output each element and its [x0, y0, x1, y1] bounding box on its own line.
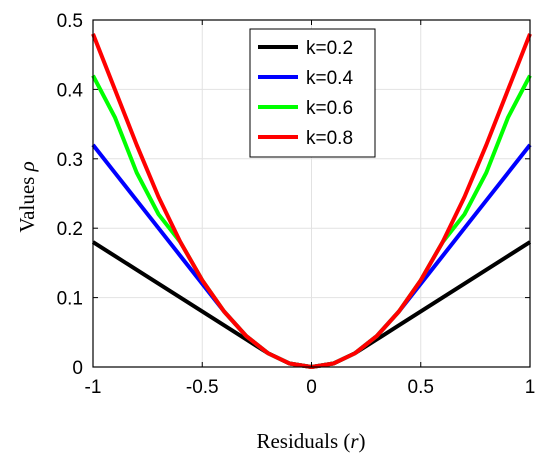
legend-label: k=0.6	[306, 98, 353, 119]
y-tick-label: 0.5	[57, 11, 83, 32]
axis-ticks: -1 -0.5 0 0.5 1 0 0.1 0.2 0.3 0.4 0.5	[57, 11, 536, 398]
y-tick-label: 0.3	[57, 150, 83, 171]
y-tick-label: 0.4	[57, 80, 84, 101]
y-axis-title-prefix: Values	[15, 171, 39, 232]
x-tick-label: 1	[525, 377, 536, 398]
x-axis-title-variable: r	[350, 429, 359, 453]
y-axis-title-variable: ρ	[15, 161, 39, 172]
x-tick-label: -1	[85, 377, 102, 398]
x-axis-title: Residuals (r)	[256, 429, 365, 453]
y-tick-label: 0.2	[57, 219, 83, 240]
x-axis-title-prefix: Residuals (	[256, 429, 350, 453]
x-tick-label: -0.5	[186, 377, 219, 398]
y-tick-label: 0.1	[57, 289, 83, 310]
y-tick-label: 0	[72, 358, 83, 379]
y-axis-title: Values ρ	[15, 161, 39, 232]
x-tick-label: 0	[306, 377, 317, 398]
legend-label: k=0.4	[306, 68, 353, 89]
legend-label: k=0.8	[306, 128, 353, 149]
legend-label: k=0.2	[306, 38, 353, 59]
x-axis-title-suffix: )	[359, 429, 366, 453]
x-tick-label: 0.5	[408, 377, 434, 398]
legend: k=0.2 k=0.4 k=0.6 k=0.8	[249, 28, 376, 158]
